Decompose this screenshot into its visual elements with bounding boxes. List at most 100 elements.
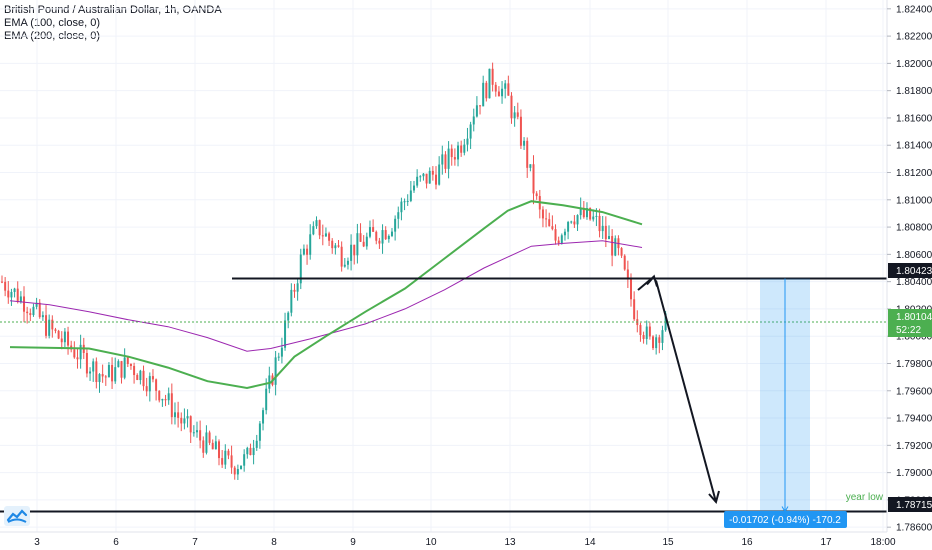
candle-body — [592, 216, 595, 220]
candle-body — [337, 245, 340, 247]
level-lower-label: 1.78715 — [896, 500, 932, 511]
projection-arrows — [637, 274, 720, 505]
time-tick-label: 10 — [425, 537, 437, 548]
candle-body — [306, 248, 309, 255]
candle-body — [560, 235, 563, 244]
time-tick-label: 18:00 — [870, 537, 895, 548]
tradingview-logo[interactable] — [4, 506, 30, 526]
candle-body — [29, 313, 32, 316]
price-tick-label: 1.79000 — [896, 468, 932, 479]
candle-body — [428, 170, 431, 184]
candle-body — [548, 219, 551, 227]
candle-body — [189, 416, 192, 433]
candle-body — [545, 218, 548, 220]
candle-body — [293, 289, 296, 292]
candle-body — [158, 390, 161, 401]
ema100-line — [9, 200, 643, 390]
candle-body — [315, 220, 318, 227]
candle-body — [648, 326, 651, 337]
candle-body — [296, 283, 299, 292]
candle-body — [425, 173, 428, 184]
level-lower-badge — [888, 497, 932, 512]
candle-body — [227, 450, 230, 456]
candle-body — [513, 112, 516, 119]
candle-body — [497, 91, 500, 97]
candle-body — [258, 423, 261, 441]
candle-body — [626, 269, 629, 280]
candle-body — [51, 319, 54, 330]
candle-body — [290, 289, 293, 313]
candle-body — [60, 338, 63, 343]
candle-body — [195, 430, 198, 433]
candle-body — [431, 170, 434, 175]
candle-body — [318, 220, 321, 236]
candle-body — [416, 176, 419, 186]
candle-body — [205, 432, 208, 453]
price-tick-label: 1.82000 — [896, 59, 932, 70]
candle-body — [136, 375, 139, 381]
price-tick-label: 1.79400 — [896, 414, 932, 425]
time-tick-label: 14 — [584, 537, 596, 548]
candle-body — [98, 374, 101, 383]
candle-body — [79, 344, 82, 360]
candle-body — [589, 208, 592, 220]
candle-body — [460, 145, 463, 153]
candle-body — [554, 229, 557, 241]
candle-body — [13, 288, 16, 292]
candle-body — [535, 193, 538, 197]
candle-body — [54, 329, 57, 331]
measure-tool — [760, 278, 810, 513]
measure-label: -0.01702 (-0.94%) -170.2 — [729, 515, 841, 526]
candle-body — [10, 291, 13, 298]
candle-body — [630, 279, 633, 300]
candle-body — [532, 164, 535, 194]
time-tick-label: 9 — [350, 537, 356, 548]
countdown-label: 52:22 — [896, 325, 921, 336]
candle-body — [409, 190, 412, 201]
candle-body — [111, 364, 114, 382]
candle-body — [309, 234, 312, 255]
candle-body — [595, 215, 598, 217]
candle-body — [346, 260, 349, 265]
candle-body — [633, 299, 636, 320]
candle-body — [183, 418, 186, 424]
candle-body — [526, 140, 529, 168]
candle-body — [233, 467, 236, 475]
candle-body — [557, 240, 560, 244]
candle-body — [394, 218, 397, 232]
candle-body — [567, 222, 570, 232]
time-tick-label: 6 — [113, 537, 119, 548]
candle-body — [642, 335, 645, 339]
candle-body — [450, 148, 453, 158]
ema-layer — [9, 200, 643, 390]
candle-body — [104, 376, 107, 378]
candle-body — [331, 240, 334, 249]
candle-body — [287, 312, 290, 321]
candle-body — [114, 367, 117, 382]
candle-body — [41, 315, 44, 318]
candle-body — [164, 399, 167, 401]
candle-body — [142, 370, 145, 387]
candle-body — [412, 185, 415, 191]
candle-body — [324, 233, 327, 237]
candle-body — [604, 225, 607, 240]
candle-body — [645, 326, 648, 339]
candle-body — [123, 357, 126, 378]
price-tick-label: 1.81000 — [896, 195, 932, 206]
candle-body — [23, 296, 26, 312]
measure-label-bg — [724, 511, 847, 528]
candle-body — [38, 302, 41, 318]
candle-body — [519, 116, 522, 146]
candle-body — [563, 231, 566, 236]
candle-body — [485, 82, 488, 99]
candle-body — [63, 331, 66, 343]
candle-body — [582, 207, 585, 218]
candle-body — [277, 356, 280, 358]
candle-body — [133, 365, 136, 376]
price-tick-label: 1.80000 — [896, 332, 932, 343]
candle-body — [95, 361, 98, 383]
candle-body — [312, 226, 315, 235]
candle-body — [92, 361, 95, 372]
candle-body — [249, 447, 252, 456]
